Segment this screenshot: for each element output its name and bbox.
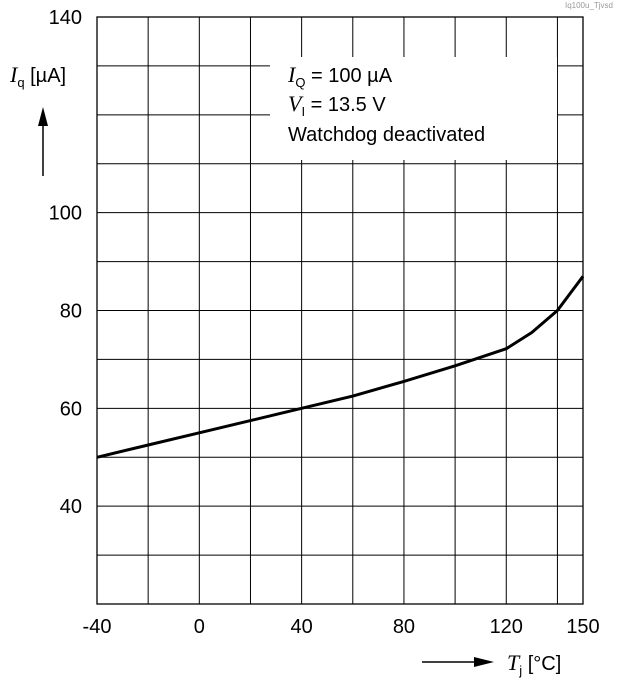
x-tick-label: 40 <box>291 616 313 638</box>
annotation-line-3: Watchdog deactivated <box>288 124 485 146</box>
annotation-background <box>270 57 557 160</box>
x-tick-label: 80 <box>393 616 415 638</box>
x-axis-label: Tj [°C] <box>507 650 561 678</box>
x-tick-label: 150 <box>566 616 599 638</box>
x-tick-label: -40 <box>83 616 112 638</box>
annotation: IQ = 100 µA VI = 13.5 V Watchdog deactiv… <box>287 62 485 146</box>
x-axis-arrow <box>422 657 494 667</box>
plot-area <box>96 275 585 459</box>
series-line <box>96 275 585 459</box>
x-tick-label: 120 <box>490 616 523 638</box>
y-axis-arrow <box>38 107 48 176</box>
y-tick-label: 40 <box>60 496 82 518</box>
y-tick-label: 100 <box>49 203 82 225</box>
x-tick-label: 0 <box>194 616 205 638</box>
y-tick-label: 60 <box>60 398 82 420</box>
figure-code: Iq100u_Tjvsd <box>565 1 613 10</box>
plot-frame <box>96 16 584 605</box>
y-tick-label: 140 <box>49 7 82 29</box>
y-axis-label: Iq [µA] <box>9 62 66 90</box>
x-axis-ticks: -40 0 40 80 120 150 <box>83 616 600 638</box>
y-axis-ticks: 40 60 80 100 140 <box>49 7 82 518</box>
annotation-line-2: VI = 13.5 V <box>288 91 386 119</box>
y-tick-label: 80 <box>60 301 82 323</box>
annotation-line-1: IQ = 100 µA <box>287 62 393 90</box>
